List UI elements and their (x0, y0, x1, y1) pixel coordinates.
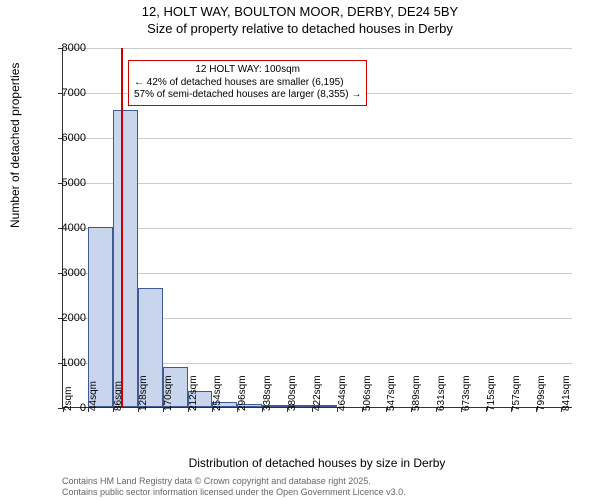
histogram-bar (88, 227, 113, 407)
annotation-line2: ← 42% of detached houses are smaller (6,… (134, 77, 361, 90)
ytick-label: 7000 (46, 87, 86, 99)
gridline (63, 273, 572, 274)
ytick-label: 4000 (46, 222, 86, 234)
footer-line2: Contains public sector information licen… (62, 487, 406, 498)
ytick-label: 1000 (46, 357, 86, 369)
chart-plot-area: 2sqm44sqm86sqm128sqm170sqm212sqm254sqm29… (62, 48, 572, 408)
x-axis-label: Distribution of detached houses by size … (62, 456, 572, 470)
chart-title: 12, HOLT WAY, BOULTON MOOR, DERBY, DE24 … (0, 0, 600, 38)
title-line1: 12, HOLT WAY, BOULTON MOOR, DERBY, DE24 … (0, 4, 600, 21)
ytick-label: 5000 (46, 177, 86, 189)
ytick-label: 2000 (46, 312, 86, 324)
histogram-bar (113, 110, 138, 407)
ytick-label: 0 (46, 402, 86, 414)
plot-region: 2sqm44sqm86sqm128sqm170sqm212sqm254sqm29… (62, 48, 572, 408)
marker-line (121, 48, 123, 407)
gridline (63, 183, 572, 184)
ytick-label: 6000 (46, 132, 86, 144)
ytick-label: 8000 (46, 42, 86, 54)
y-axis-label: Number of detached properties (8, 63, 22, 228)
footer-attribution: Contains HM Land Registry data © Crown c… (62, 476, 406, 499)
annotation-box: 12 HOLT WAY: 100sqm← 42% of detached hou… (128, 60, 367, 106)
gridline (63, 138, 572, 139)
annotation-line3: 57% of semi-detached houses are larger (… (134, 89, 361, 102)
ytick-label: 3000 (46, 267, 86, 279)
gridline (63, 228, 572, 229)
title-line2: Size of property relative to detached ho… (0, 21, 600, 38)
annotation-line1: 12 HOLT WAY: 100sqm (134, 64, 361, 77)
footer-line1: Contains HM Land Registry data © Crown c… (62, 476, 406, 487)
gridline (63, 48, 572, 49)
